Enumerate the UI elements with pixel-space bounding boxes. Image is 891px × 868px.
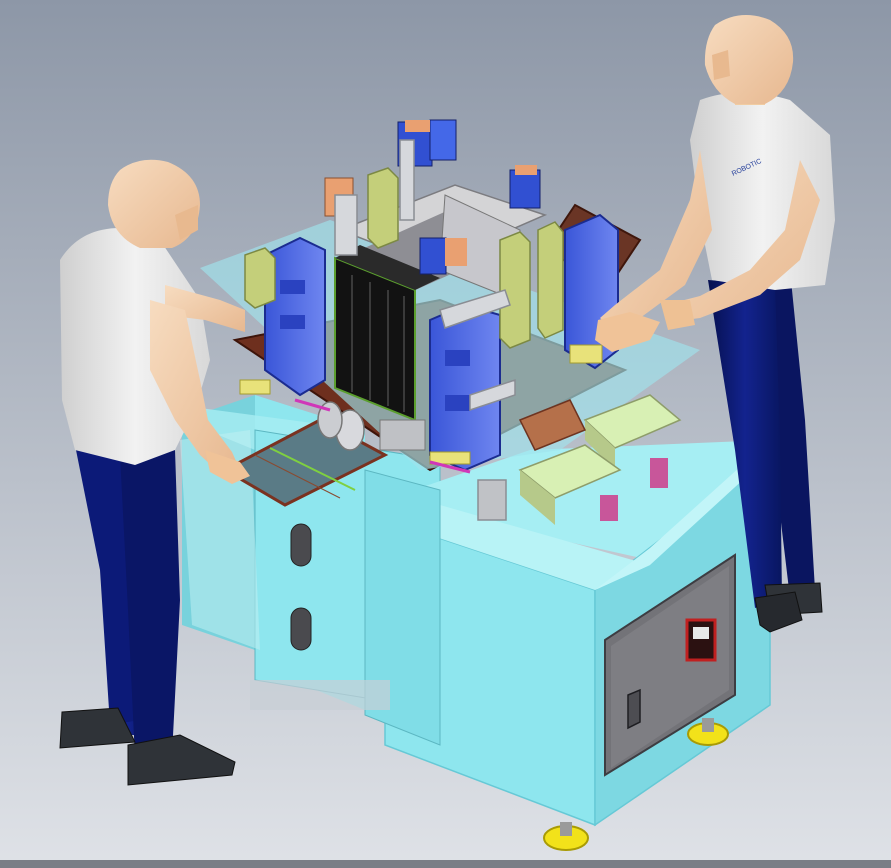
right-operator-head: [704, 15, 794, 104]
middle-cabinet: [364, 469, 441, 746]
right-conveyor-upper: [583, 394, 682, 449]
left-operator-shoe-front: [59, 707, 136, 749]
cylinder-rails: [334, 139, 516, 521]
right-cabinet: [384, 440, 771, 827]
roller-assembly: [317, 401, 426, 451]
center-blue-clamp: [429, 303, 501, 472]
black-cassette: [334, 245, 440, 422]
left-guard-panel: [180, 430, 260, 650]
left-operator: [59, 159, 250, 786]
cabinet-slot-upper: [290, 523, 312, 567]
door-handle[interactable]: [627, 688, 641, 730]
copper-plate: [518, 399, 587, 451]
right-operator-leg-front: [708, 280, 782, 608]
control-indicator-box: [685, 618, 717, 662]
right-operator-shoe-back: [754, 591, 803, 633]
bottom-border: [0, 860, 891, 868]
yellow-block-right: [569, 344, 603, 364]
left-operator-head: [108, 159, 200, 248]
yellow-block-center: [429, 451, 471, 465]
base-frame: [250, 680, 390, 710]
support-frames: [244, 167, 564, 349]
left-operator-shoe-back: [127, 734, 236, 786]
left-blue-clamp: [264, 236, 326, 397]
indicator-display: [693, 627, 709, 639]
yellow-block-left: [239, 379, 271, 395]
cabinet-slot-lower: [290, 607, 312, 651]
left-operator-arm: [150, 300, 240, 478]
right-operator: ROBOTIC: [595, 15, 835, 633]
conveyor-block-magenta: [600, 495, 618, 521]
right-operator-leg-back: [715, 270, 815, 598]
